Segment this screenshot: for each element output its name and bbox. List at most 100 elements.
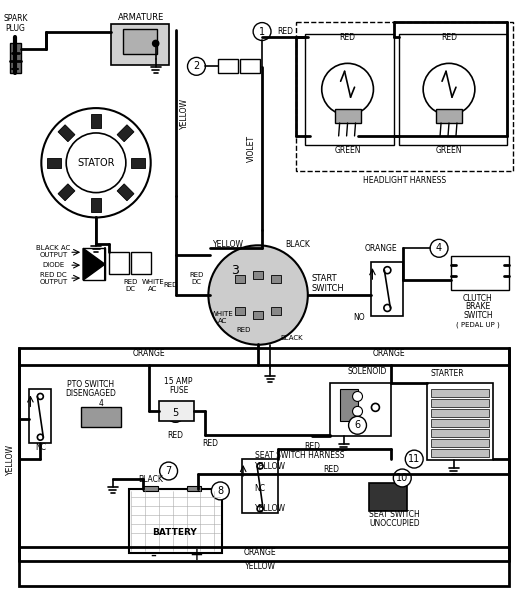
Text: 1: 1: [259, 26, 265, 37]
Circle shape: [166, 404, 185, 422]
Circle shape: [66, 133, 126, 193]
Text: HEADLIGHT HARNESS: HEADLIGHT HARNESS: [363, 176, 446, 185]
Bar: [117, 184, 134, 201]
Bar: [143, 486, 158, 491]
Bar: [47, 158, 61, 168]
Text: SWITCH: SWITCH: [312, 284, 345, 293]
Circle shape: [153, 40, 159, 46]
Text: GREEN: GREEN: [334, 146, 361, 155]
Text: -: -: [150, 545, 155, 563]
Polygon shape: [83, 248, 105, 280]
Text: SEAT SWITCH: SEAT SWITCH: [369, 510, 420, 519]
Text: PTO SWITCH: PTO SWITCH: [68, 380, 114, 389]
Bar: [431, 439, 489, 447]
Text: 10: 10: [396, 473, 408, 483]
Text: 3: 3: [231, 263, 239, 277]
Text: VIOLET: VIOLET: [246, 136, 256, 163]
Text: RED: RED: [277, 27, 293, 36]
Bar: [109, 252, 129, 274]
Text: RED: RED: [236, 327, 250, 333]
Bar: [330, 383, 392, 436]
Bar: [340, 389, 358, 421]
Text: 2: 2: [193, 61, 200, 71]
Text: YELLOW: YELLOW: [254, 461, 285, 470]
Bar: [159, 401, 194, 421]
Bar: [111, 23, 168, 65]
Text: BATTERY: BATTERY: [152, 528, 197, 537]
Bar: [431, 449, 489, 457]
Text: ORANGE: ORANGE: [365, 244, 398, 253]
Text: YELLOW: YELLOW: [180, 98, 189, 128]
Text: BLACK: BLACK: [138, 475, 163, 484]
Circle shape: [37, 434, 43, 440]
Circle shape: [353, 406, 362, 416]
Bar: [371, 262, 404, 316]
Text: SOLENOID: SOLENOID: [348, 367, 387, 376]
Bar: [235, 307, 245, 315]
Text: YELLOW: YELLOW: [6, 443, 15, 475]
Text: SPARK
PLUG: SPARK PLUG: [3, 14, 28, 33]
Bar: [117, 125, 134, 142]
Circle shape: [211, 482, 229, 500]
Text: BLACK AC: BLACK AC: [36, 245, 70, 251]
Circle shape: [41, 108, 151, 217]
Text: GREEN: GREEN: [436, 146, 462, 155]
Text: 15 AMP: 15 AMP: [164, 377, 193, 386]
Text: 4: 4: [99, 399, 103, 408]
Text: RED: RED: [304, 442, 320, 451]
Bar: [253, 271, 263, 279]
Bar: [218, 59, 238, 73]
Text: 8: 8: [217, 486, 224, 496]
Text: RED: RED: [323, 464, 340, 473]
Text: 4: 4: [436, 243, 442, 253]
Circle shape: [257, 463, 263, 469]
Bar: [427, 383, 493, 460]
Text: +: +: [189, 545, 203, 563]
Circle shape: [384, 266, 391, 274]
Bar: [187, 486, 201, 491]
Text: RED: RED: [340, 33, 356, 42]
Text: 11: 11: [408, 454, 420, 464]
Text: NO: NO: [354, 313, 366, 322]
Text: RED
DC: RED DC: [124, 278, 138, 292]
Bar: [370, 483, 407, 511]
Bar: [399, 34, 506, 145]
Text: OUTPUT: OUTPUT: [39, 252, 68, 258]
Circle shape: [430, 239, 448, 257]
Text: SEAT SWITCH HARNESS: SEAT SWITCH HARNESS: [255, 451, 345, 460]
Bar: [91, 197, 101, 212]
Bar: [431, 400, 489, 407]
Text: YELLOW: YELLOW: [254, 505, 285, 514]
Text: NC: NC: [35, 443, 46, 452]
Text: OUTPUT: OUTPUT: [39, 279, 68, 285]
Bar: [271, 307, 281, 315]
Text: ORANGE: ORANGE: [244, 548, 277, 557]
Circle shape: [393, 469, 411, 487]
Bar: [235, 275, 245, 283]
Text: SWITCH: SWITCH: [463, 311, 492, 320]
Text: RED DC: RED DC: [40, 272, 67, 278]
Text: YELLOW: YELLOW: [244, 562, 276, 571]
Text: RED: RED: [441, 33, 457, 42]
Text: 6: 6: [355, 420, 360, 430]
Text: RED: RED: [167, 431, 184, 440]
Circle shape: [384, 304, 391, 311]
Bar: [335, 109, 360, 123]
Text: ORANGE: ORANGE: [133, 349, 165, 358]
Bar: [242, 459, 278, 513]
Text: CLUTCH: CLUTCH: [463, 293, 493, 302]
Text: YELLOW: YELLOW: [213, 240, 244, 249]
Bar: [240, 59, 260, 73]
Circle shape: [209, 245, 308, 345]
Text: ORANGE: ORANGE: [373, 349, 406, 358]
Bar: [271, 275, 281, 283]
Bar: [431, 419, 489, 427]
Circle shape: [37, 394, 43, 400]
Circle shape: [253, 23, 271, 40]
Circle shape: [371, 403, 380, 412]
Text: ARMATURE: ARMATURE: [118, 13, 164, 22]
Text: DISENGAGED: DISENGAGED: [66, 389, 116, 398]
Text: WHITE
AC: WHITE AC: [211, 311, 233, 325]
Text: RED
DC: RED DC: [189, 272, 204, 284]
Circle shape: [257, 506, 263, 512]
